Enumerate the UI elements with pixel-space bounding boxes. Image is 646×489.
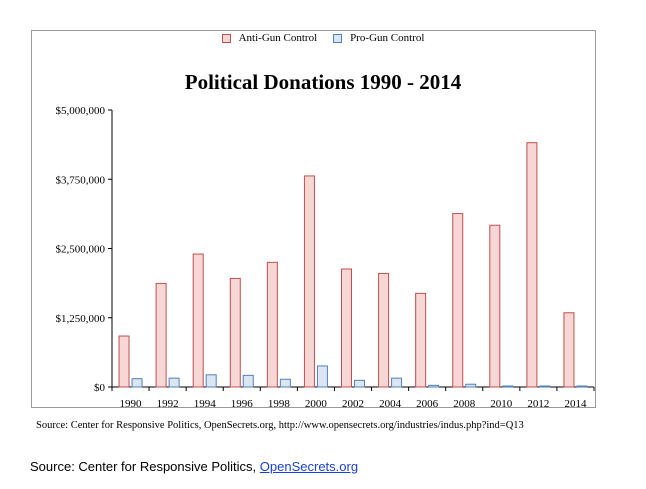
bar-anti-gun-control bbox=[526, 142, 538, 388]
bar-pro-gun-control bbox=[391, 377, 403, 388]
chart-legend: Anti-Gun Control Pro-Gun Control bbox=[0, 30, 646, 46]
bar-anti-gun-control bbox=[415, 292, 427, 388]
bar-anti-gun-control bbox=[489, 224, 501, 388]
bar-anti-gun-control bbox=[266, 261, 278, 388]
x-tick-label: 2006 bbox=[416, 398, 439, 410]
bar-pro-gun-control bbox=[205, 374, 217, 388]
y-tick-label: $0 bbox=[94, 382, 106, 394]
legend-label-anti: Anti-Gun Control bbox=[238, 32, 318, 44]
bar-pro-gun-control bbox=[428, 384, 440, 388]
source-prefix: Source: Center for Responsive Politics, bbox=[30, 459, 260, 474]
y-tick-label: $5,000,000 bbox=[56, 105, 106, 117]
x-tick-label: 2014 bbox=[564, 398, 587, 410]
chart-title: Political Donations 1990 - 2014 bbox=[184, 70, 462, 94]
legend-item-pro: Pro-Gun Control bbox=[333, 32, 424, 44]
bar-anti-gun-control bbox=[229, 277, 241, 388]
bar-anti-gun-control bbox=[452, 213, 464, 388]
bar-anti-gun-control bbox=[378, 272, 390, 388]
y-tick-label: $2,500,000 bbox=[56, 244, 106, 256]
source-line: Source: Center for Responsive Politics, … bbox=[30, 459, 358, 474]
y-tick-label: $1,250,000 bbox=[56, 313, 106, 325]
bar-pro-gun-control bbox=[502, 385, 514, 388]
bar-pro-gun-control bbox=[316, 365, 328, 388]
bar-anti-gun-control bbox=[118, 335, 130, 388]
bar-pro-gun-control bbox=[279, 378, 291, 388]
x-tick-label: 1996 bbox=[231, 398, 254, 410]
bar-pro-gun-control bbox=[465, 383, 477, 388]
legend-swatch-pro bbox=[333, 33, 343, 43]
x-tick-label: 1990 bbox=[120, 398, 143, 410]
chart-frame bbox=[31, 30, 596, 408]
bar-pro-gun-control bbox=[242, 374, 254, 388]
bar-anti-gun-control bbox=[155, 282, 167, 388]
x-tick-label: 2010 bbox=[490, 398, 513, 410]
bar-pro-gun-control bbox=[354, 379, 365, 388]
bar-pro-gun-control bbox=[168, 377, 180, 388]
x-tick-label: 1998 bbox=[268, 398, 291, 410]
x-tick-label: 2008 bbox=[453, 398, 476, 410]
legend-label-pro: Pro-Gun Control bbox=[350, 32, 425, 44]
opensecrets-link[interactable]: OpenSecrets.org bbox=[259, 459, 359, 474]
x-tick-label: 1992 bbox=[157, 398, 179, 410]
bar-anti-gun-control bbox=[192, 253, 204, 388]
source-note: Source: Center for Responsive Politics, … bbox=[36, 420, 524, 431]
x-tick-label: 2012 bbox=[527, 398, 549, 410]
bar-pro-gun-control bbox=[131, 378, 143, 388]
bar-pro-gun-control bbox=[576, 385, 588, 388]
bar-anti-gun-control bbox=[341, 268, 352, 388]
bar-anti-gun-control bbox=[563, 312, 575, 388]
x-tick-label: 2000 bbox=[305, 398, 328, 410]
legend-item-anti: Anti-Gun Control bbox=[221, 32, 318, 44]
legend-swatch-anti bbox=[221, 33, 231, 43]
x-tick-label: 2002 bbox=[342, 398, 364, 410]
x-tick-label: 1994 bbox=[194, 398, 217, 410]
x-tick-label: 2004 bbox=[379, 398, 402, 410]
bar-pro-gun-control bbox=[539, 385, 551, 388]
bar-anti-gun-control bbox=[303, 175, 315, 388]
y-tick-label: $3,750,000 bbox=[56, 174, 106, 186]
